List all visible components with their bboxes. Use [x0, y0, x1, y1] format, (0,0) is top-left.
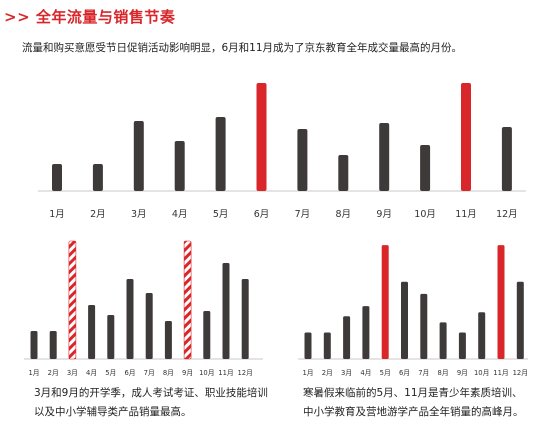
bar-7月 — [145, 293, 153, 359]
bar-3月 — [133, 121, 144, 191]
x-tick-label: 8月 — [163, 369, 174, 377]
x-tick-label: 1月 — [49, 209, 65, 220]
x-tick-label: 12月 — [237, 369, 252, 377]
bar-1月 — [30, 331, 38, 359]
chart-monthly-exam-season: 1月 2月 3月 4月 5月 6月 7月 8月 9月 10月 11月 12月 — [24, 240, 263, 377]
caption-right-line: 寒暑假来临前的5月、11月是青少年素质培训、 — [303, 387, 523, 399]
x-tick-label: 6月 — [254, 209, 270, 220]
x-tick-label: 5月 — [105, 369, 116, 377]
chart-monthly-overall: 1月 2月 3月 4月 5月 6月 7月 8月 9月 10月 11月 12月 — [38, 83, 526, 220]
x-tick-label: 10月 — [199, 369, 214, 377]
x-tick-label: 9月 — [376, 209, 392, 220]
bar-2月 — [92, 164, 103, 191]
x-tick-label: 12月 — [496, 209, 518, 220]
bar-12月 — [241, 279, 249, 359]
caption-left-line: 以及中小学辅导类产品销量最高。 — [34, 406, 192, 418]
x-tick-label: 7月 — [144, 369, 155, 377]
x-tick-label: 3月 — [67, 369, 78, 377]
bar-4月 — [88, 305, 96, 359]
x-tick-label: 7月 — [418, 369, 429, 377]
bar-2月 — [323, 332, 331, 359]
bar-10月 — [203, 311, 211, 359]
bar-3月 — [68, 240, 77, 360]
x-tick-label: 7月 — [295, 209, 311, 220]
x-tick-label: 9月 — [457, 369, 468, 377]
x-tick-label: 8月 — [438, 369, 449, 377]
bar-10月 — [478, 312, 486, 359]
x-tick-label: 3月 — [131, 209, 147, 220]
bar-1月 — [52, 164, 62, 191]
bar-12月 — [501, 127, 512, 191]
bar-3月 — [343, 316, 351, 359]
bar-6月 — [126, 279, 134, 359]
bar-11月 — [222, 263, 230, 359]
bar-11月 — [461, 83, 471, 191]
bar-10月 — [420, 145, 431, 191]
x-tick-label: 5月 — [213, 209, 229, 220]
bar-9月 — [379, 123, 390, 191]
bar-4月 — [174, 141, 185, 191]
x-tick-label: 12月 — [513, 369, 528, 377]
bar-5月 — [215, 117, 226, 191]
x-tick-label: 1月 — [302, 369, 313, 377]
bar-4月 — [362, 306, 370, 359]
x-tick-label: 11月 — [218, 369, 233, 377]
bar-9月 — [183, 240, 192, 360]
caption-right-line: 中小学教育及营地游学产品全年销量的高峰月。 — [303, 406, 524, 418]
bar-6月 — [256, 83, 267, 191]
bar-6月 — [401, 281, 408, 359]
x-tick-label: 4月 — [86, 369, 97, 377]
x-tick-label: 6月 — [399, 369, 410, 377]
x-tick-label: 2月 — [48, 369, 59, 377]
x-tick-label: 11月 — [493, 369, 508, 377]
bar-8月 — [338, 155, 349, 191]
bar-1月 — [304, 332, 312, 359]
bar-8月 — [439, 322, 447, 359]
bar-7月 — [297, 129, 308, 191]
chart-monthly-vacation-season: 1月 2月 3月 4月 5月 6月 7月 8月 9月 10月 11月 12月 — [298, 245, 528, 377]
caption-right: 寒暑假来临前的5月、11月是青少年素质培训、 中小学教育及营地游学产品全年销量的… — [303, 384, 524, 422]
caption-left: 3月和9月的开学季，成人考试考证、职业技能培训 以及中小学辅导类产品销量最高。 — [34, 384, 268, 422]
bar-2月 — [49, 331, 57, 359]
bar-9月 — [458, 332, 466, 359]
bar-8月 — [164, 321, 172, 359]
x-tick-label: 5月 — [380, 369, 391, 377]
x-tick-label: 2月 — [322, 369, 333, 377]
x-tick-label: 8月 — [336, 209, 352, 220]
x-tick-label: 2月 — [90, 209, 106, 220]
bar-11月 — [497, 245, 505, 359]
lead-text: 流量和购买意愿受节日促销活动影响明显，6月和11月成为了京东教育全年成交量最高的… — [22, 42, 463, 54]
x-tick-label: 4月 — [360, 369, 371, 377]
bar-12月 — [516, 281, 524, 359]
section-heading: >> 全年流量与销售节奏 — [4, 8, 176, 26]
x-tick-label: 11月 — [455, 209, 477, 220]
x-tick-label: 10月 — [414, 209, 436, 220]
x-tick-label: 1月 — [28, 369, 39, 377]
x-tick-label: 9月 — [182, 369, 193, 377]
bar-5月 — [381, 245, 389, 359]
bar-7月 — [420, 293, 428, 359]
bar-5月 — [107, 315, 115, 359]
x-tick-label: 4月 — [172, 209, 188, 220]
caption-left-line: 3月和9月的开学季，成人考试考证、职业技能培训 — [34, 387, 268, 399]
x-tick-label: 10月 — [474, 369, 489, 377]
x-tick-label: 6月 — [124, 369, 135, 377]
x-tick-label: 3月 — [341, 369, 352, 377]
